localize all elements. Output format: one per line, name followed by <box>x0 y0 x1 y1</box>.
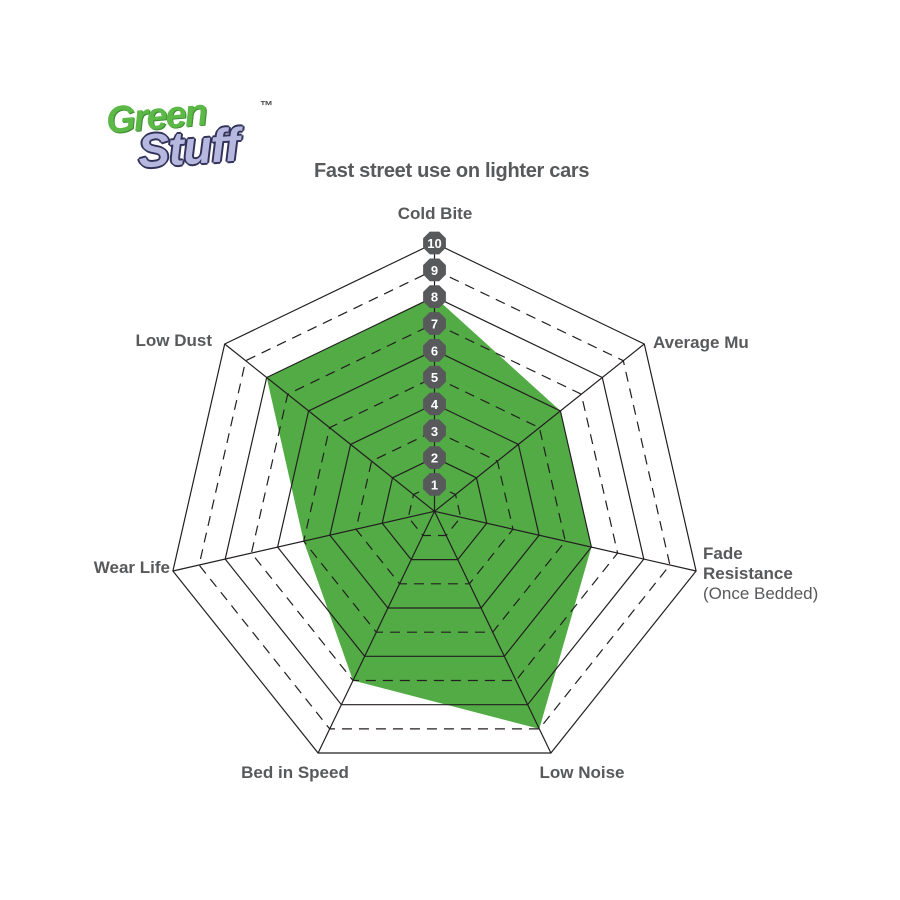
axis-label-wear-life: Wear Life <box>93 558 170 577</box>
scale-badge-8: 8 <box>423 285 446 308</box>
axis-label-cold-bite: Cold Bite <box>397 204 473 223</box>
scale-tick-label: 10 <box>427 236 441 251</box>
scale-badge-2: 2 <box>423 446 446 469</box>
chart-title: Fast street use on lighter cars <box>314 160 590 182</box>
greenstuff-logo: Green ™ Stuff <box>98 92 283 204</box>
grid-ring-6 <box>276 349 593 657</box>
scale-tick-label: 9 <box>431 263 438 278</box>
scale-badge-6: 6 <box>423 339 446 362</box>
grid-ring-10 <box>172 242 697 754</box>
scale-badge-3: 3 <box>423 419 446 443</box>
axis-spoke-3 <box>433 511 552 754</box>
axis-label-fade-resistance: Fade Resistance (Once Bedded) <box>703 544 818 604</box>
scale-tick-label: 7 <box>431 316 438 331</box>
grid-ring-2 <box>381 456 488 561</box>
axis-label-average-mu: Average Mu <box>653 333 749 352</box>
scale-badge-7: 7 <box>423 312 446 335</box>
axis-spoke-5 <box>172 510 435 572</box>
fade-label-line1: Fade <box>703 544 743 563</box>
grid-ring-7 <box>250 322 619 682</box>
axis-label-low-dust: Low Dust <box>135 331 213 350</box>
axis-spoke-2 <box>434 510 697 572</box>
axis-label-low-noise: Low Noise <box>539 763 625 782</box>
scale-badge-10: 10 <box>423 231 446 255</box>
scale-tick-label: 3 <box>431 424 438 439</box>
axis-spoke-1 <box>434 343 645 512</box>
grid-ring-4 <box>329 403 540 609</box>
scale-tick-label: 6 <box>431 343 438 358</box>
scale-tick-label: 1 <box>431 477 438 492</box>
scale-tick-label: 4 <box>431 397 439 412</box>
scale-badge-9: 9 <box>423 258 446 282</box>
axis-spoke-6 <box>224 343 435 512</box>
scale-badge-5: 5 <box>423 365 446 389</box>
trademark-symbol: ™ <box>260 98 273 113</box>
scale-badge-1: 1 <box>423 473 446 496</box>
fade-label-sublabel: (Once Bedded) <box>703 584 819 603</box>
scale-tick-label: 5 <box>431 370 438 385</box>
fade-label-line2: Resistance <box>703 564 793 583</box>
axis-spoke-4 <box>317 511 436 754</box>
scale-badge-4: 4 <box>423 392 446 416</box>
scale-tick-label: 2 <box>431 451 438 466</box>
grid-ring-9 <box>198 269 671 730</box>
grid-ring-8 <box>224 296 645 706</box>
scale-tick-label: 8 <box>431 290 438 305</box>
axis-label-bed-in-speed: Bed in Speed <box>241 763 349 782</box>
grid-ring-3 <box>355 430 514 585</box>
